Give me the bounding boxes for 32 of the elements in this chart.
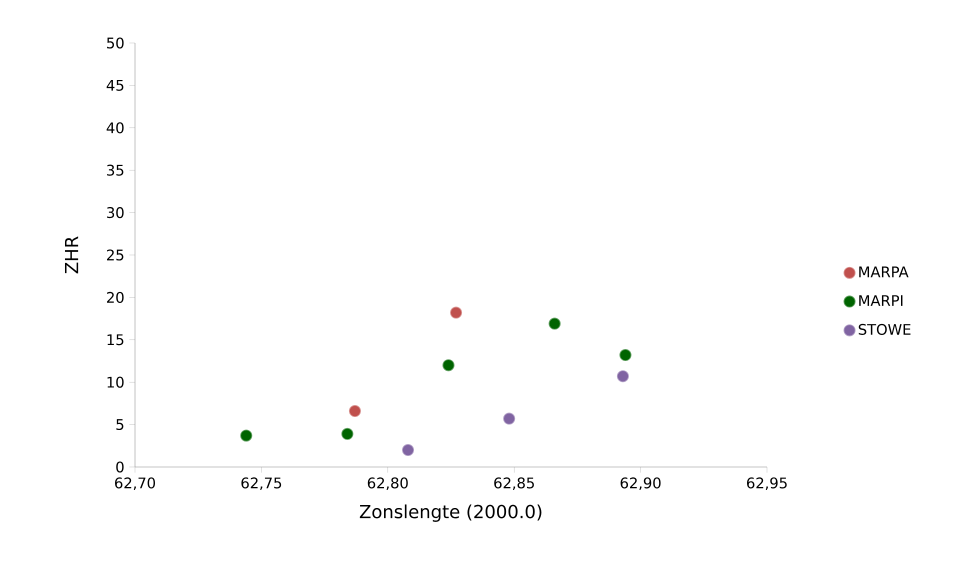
y-tick-label: 0 [116,461,124,473]
point [341,428,354,440]
x-tick-label: 62,95 [747,477,787,490]
x-tick-label: 62,90 [620,477,661,490]
point [402,444,414,456]
point [348,405,361,418]
y-tick-label: 50 [107,37,124,49]
x-axis-title: Zonslengte (2000.0) [360,504,542,522]
point [548,318,561,330]
x-tick-label: 62,80 [368,477,408,490]
x-tick-label: 62,70 [115,477,156,490]
x-tick-label: 62,75 [241,477,282,490]
y-tick-label: 45 [106,80,124,91]
point [619,349,632,362]
point [450,306,462,319]
y-tick-label: 30 [107,207,124,218]
y-tick-label: 10 [108,376,124,388]
point [240,430,252,442]
y-tick-label: 25 [107,249,124,261]
point [616,370,629,382]
point [442,359,454,372]
x-tick-label: 62,85 [494,477,534,490]
y-axis-title: ZHR [64,236,78,274]
y-tick-label: 20 [107,292,124,303]
y-tick-label: 40 [106,122,124,134]
legend-label: STOWE [858,324,910,335]
point [503,412,516,425]
y-tick-label: 15 [108,334,124,346]
y-tick-label: 35 [107,164,124,176]
legend-label: MARPI [859,295,902,306]
legend-label: MARPA [859,266,909,278]
y-tick-label: 5 [116,419,124,430]
